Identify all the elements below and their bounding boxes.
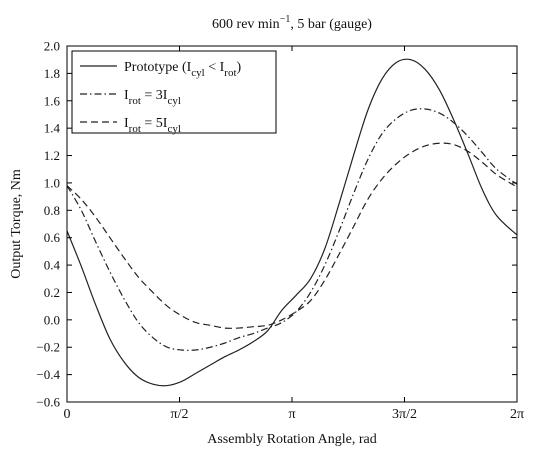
series-line-1 bbox=[66, 58, 518, 387]
y-tick-label: 1.0 bbox=[44, 175, 60, 190]
y-tick-label: 0.8 bbox=[44, 203, 60, 218]
y-tick-label: 1.2 bbox=[44, 148, 60, 163]
y-tick-label: 1.4 bbox=[44, 121, 61, 136]
y-tick-label: 0.4 bbox=[44, 258, 61, 273]
legend-box bbox=[71, 50, 277, 134]
x-axis-label: Assembly Rotation Angle, rad bbox=[207, 432, 377, 447]
x-tick-label: 2π bbox=[510, 407, 524, 422]
legend: Prototype (Icyl < Irot) Irot = 3Icyl Irot … bbox=[71, 50, 277, 135]
y-tick-label: 1.8 bbox=[44, 66, 60, 81]
legend-label-3: Irot = 5Icyl bbox=[124, 116, 181, 135]
x-tick-label: π bbox=[288, 407, 295, 422]
y-tick-label: 0.2 bbox=[44, 285, 60, 300]
x-tick-label: 3π/2 bbox=[392, 407, 417, 422]
plot-area: 0 π/2 π 3π/2 2π −0.6 −0.4 −0.2 0.0 0.2 0.4 0.6 0.8 1.… bbox=[36, 39, 524, 423]
y-axis-label: Output Torque, Nm bbox=[9, 169, 24, 279]
legend-label-2: Irot = 3Icyl bbox=[124, 88, 181, 107]
series-line-2 bbox=[66, 108, 518, 351]
y-tick-label: 0.6 bbox=[44, 230, 61, 245]
x-tick-label: 0 bbox=[64, 407, 71, 422]
chart-title: 600 rev min−1, 5 bar (gauge) bbox=[212, 14, 372, 32]
y-tick-label: 2.0 bbox=[44, 39, 60, 54]
y-tick-label: 1.6 bbox=[44, 93, 61, 108]
y-tick-label: −0.6 bbox=[36, 395, 60, 410]
chart-title-text: 600 rev min−1, 5 bar (gauge) bbox=[212, 14, 372, 32]
legend-label-1: Prototype (Icyl < Irot) bbox=[124, 60, 242, 79]
x-tick-label: π/2 bbox=[171, 407, 189, 422]
series-line-3 bbox=[66, 142, 518, 329]
y-tick-label: −0.4 bbox=[36, 367, 60, 382]
y-tick-label: −0.2 bbox=[36, 340, 60, 355]
y-tick-label: 0.0 bbox=[44, 312, 60, 327]
